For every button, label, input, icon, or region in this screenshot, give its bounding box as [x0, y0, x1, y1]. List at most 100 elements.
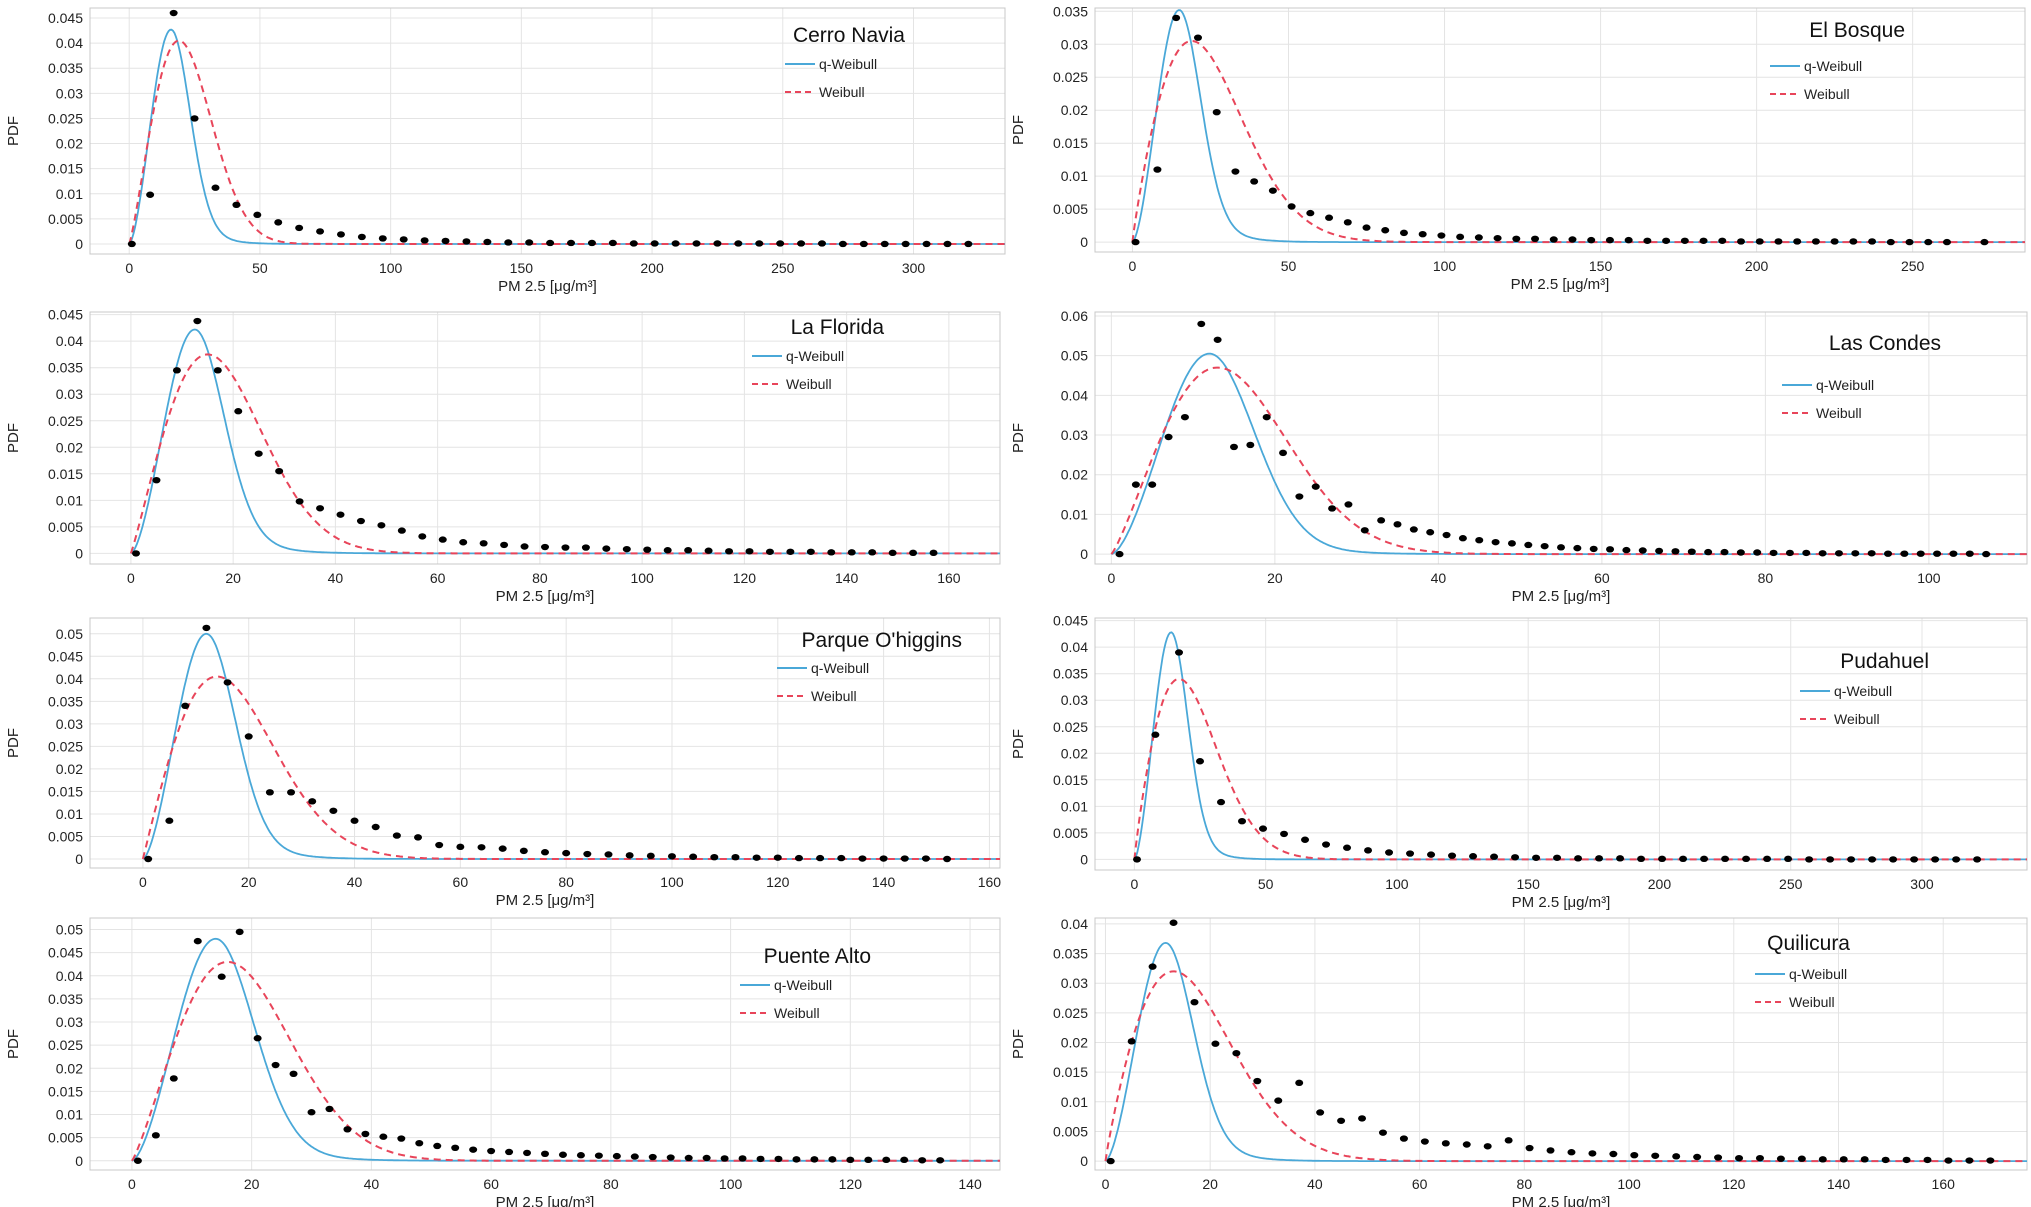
x-tick-label: 140 — [872, 874, 896, 890]
data-point — [295, 498, 304, 505]
data-point — [1671, 548, 1680, 555]
data-point — [477, 844, 486, 851]
data-point — [909, 549, 918, 557]
data-point — [479, 540, 488, 547]
x-axis-label: PM 2.5 [μg/m³] — [1512, 1194, 1611, 1207]
y-axis-label: PDF — [1010, 729, 1027, 759]
weibull-curve — [128, 39, 1005, 245]
data-point — [1986, 1157, 1995, 1164]
data-point — [441, 237, 450, 245]
data-point — [1133, 856, 1142, 863]
data-point — [462, 238, 471, 245]
data-point — [541, 849, 549, 856]
data-point — [487, 1147, 496, 1155]
panel-title: Quilicura — [1767, 932, 1850, 955]
y-tick-label: 0.01 — [1061, 1094, 1088, 1110]
x-tick-label: 100 — [1917, 570, 1941, 586]
data-point — [1588, 1150, 1597, 1157]
data-point — [1931, 856, 1940, 863]
data-point — [1651, 1152, 1660, 1159]
data-point — [254, 450, 263, 457]
y-tick-label: 0.05 — [1061, 348, 1088, 364]
data-point — [1818, 1156, 1827, 1163]
data-point — [1211, 1040, 1220, 1047]
data-point — [838, 240, 847, 248]
data-point — [232, 201, 241, 208]
data-point — [650, 240, 659, 247]
data-point — [459, 539, 468, 546]
legend-entry: q-Weibull — [786, 348, 844, 364]
y-tick-label: 0.04 — [1061, 387, 1088, 403]
data-point — [1193, 34, 1202, 41]
x-tick-label: 60 — [1412, 1176, 1428, 1192]
x-tick-label: 200 — [1745, 258, 1769, 274]
data-point — [936, 1157, 945, 1164]
data-point — [414, 834, 423, 841]
x-tick-label: 120 — [839, 1176, 863, 1192]
data-point — [152, 476, 161, 484]
data-point — [1448, 852, 1457, 859]
x-tick-label: 120 — [733, 570, 757, 586]
x-tick-label: 60 — [453, 874, 469, 890]
x-tick-label: 20 — [241, 874, 257, 890]
x-tick-label: 200 — [1648, 876, 1672, 892]
data-point — [1311, 483, 1320, 490]
data-point — [1868, 856, 1877, 863]
y-tick-label: 0.025 — [48, 738, 83, 754]
data-point — [1358, 1115, 1367, 1122]
data-point — [1606, 546, 1615, 553]
data-point — [846, 1156, 855, 1164]
data-point — [882, 1156, 891, 1164]
data-point — [1362, 224, 1371, 231]
x-tick-label: 60 — [430, 570, 446, 586]
data-point — [1213, 336, 1222, 343]
data-point — [828, 1156, 837, 1163]
data-point — [731, 853, 740, 861]
data-point — [646, 852, 655, 860]
legend-entry: q-Weibull — [1816, 377, 1874, 393]
chart-panel-7: 0 20 40 60 80 100 120 140 0 0.005 0.01 0.015 0.02 0.0… — [5, 917, 1001, 1207]
y-tick-label: 0.02 — [1061, 1035, 1088, 1051]
data-point — [1287, 203, 1296, 210]
data-point — [433, 1142, 442, 1150]
data-point — [684, 1154, 693, 1162]
x-tick-label: 160 — [978, 874, 1002, 890]
data-point — [1573, 544, 1582, 552]
y-tick-label: 0.005 — [1053, 1123, 1088, 1139]
data-point — [1905, 238, 1914, 246]
y-tick-label: 0.005 — [48, 1130, 83, 1146]
data-point — [1164, 433, 1173, 441]
data-point — [1190, 998, 1199, 1006]
legend: q-Weibull Weibull — [1755, 966, 1847, 1010]
y-tick-label: 0.02 — [1061, 102, 1088, 118]
weibull-curve — [1110, 366, 2027, 556]
data-point — [1337, 1117, 1346, 1124]
weibull-curve — [1131, 39, 2025, 244]
plot-frame — [89, 311, 1001, 565]
data-point — [1442, 531, 1451, 539]
data-point — [667, 853, 676, 860]
data-point — [901, 240, 910, 248]
data-point — [1867, 550, 1876, 557]
data-point — [265, 789, 274, 796]
data-point — [1217, 798, 1226, 806]
data-point — [1714, 1154, 1723, 1161]
data-point — [356, 517, 365, 525]
data-point — [504, 239, 513, 246]
x-tick-label: 0 — [128, 1176, 136, 1192]
data-point — [1524, 541, 1533, 549]
data-point — [666, 1154, 675, 1161]
x-tick-label: 40 — [347, 874, 363, 890]
plot-area — [90, 918, 1000, 1170]
data-point — [602, 545, 611, 552]
plot-frame — [1094, 617, 2028, 871]
y-axis-label: PDF — [1010, 423, 1027, 453]
data-point — [558, 1151, 567, 1158]
data-point — [1763, 855, 1772, 863]
data-point — [223, 679, 232, 686]
y-tick-label: 0.01 — [1061, 168, 1088, 184]
data-point — [1680, 237, 1689, 244]
x-tick-label: 80 — [532, 570, 548, 586]
legend-entry: Weibull — [1816, 405, 1862, 421]
